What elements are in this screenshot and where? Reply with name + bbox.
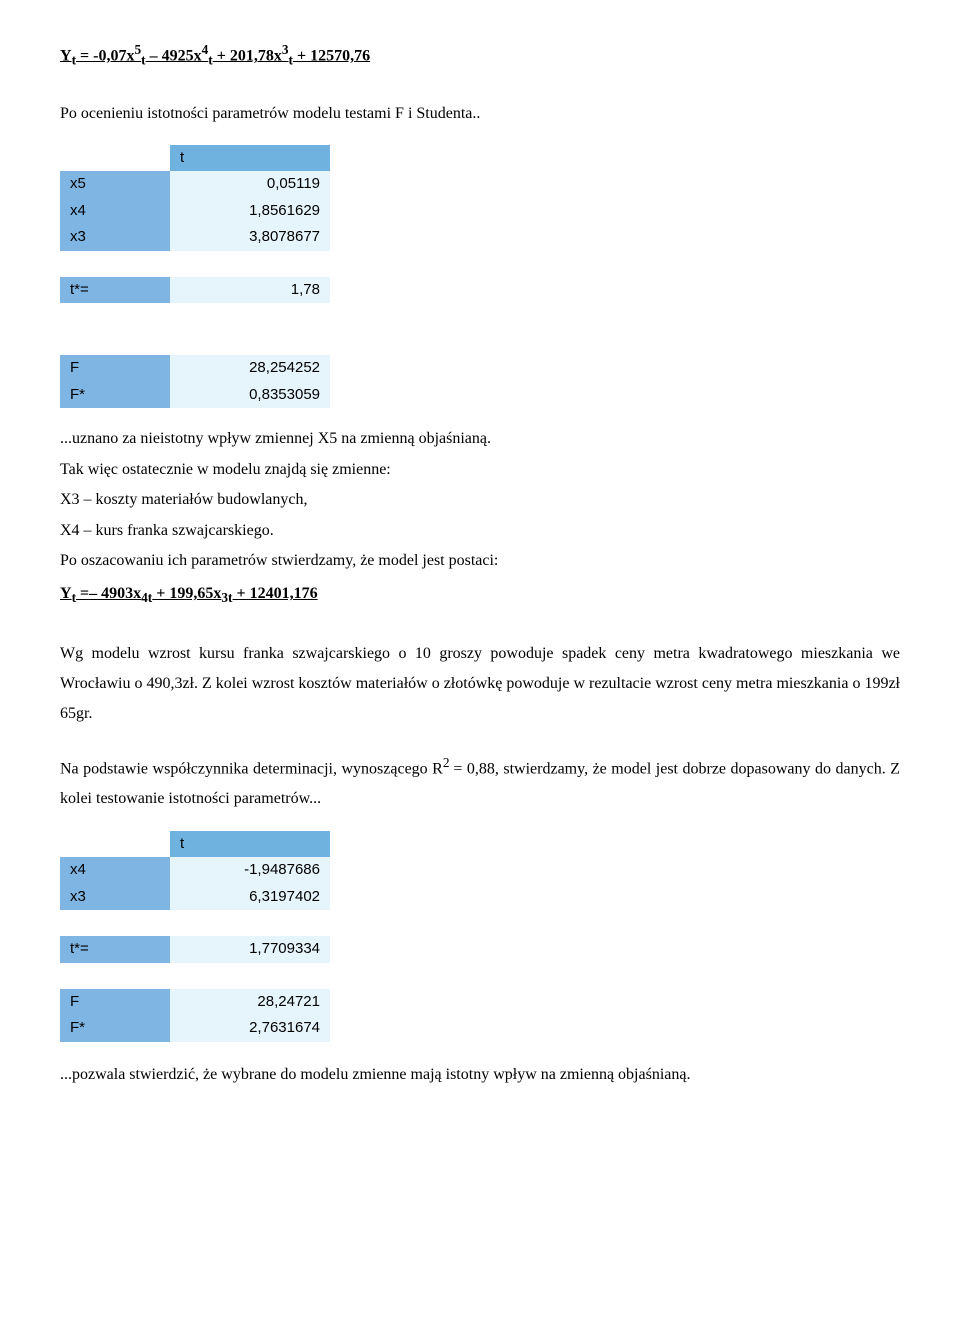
table2-row-value: -1,9487686 [170,857,330,884]
table2-Fs-label: F* [60,1015,170,1042]
para-na: Na podstawie współczynnika determinacji,… [60,750,900,815]
table2-tstar-label: t*= [60,936,170,963]
intro-paragraph: Po ocenieniu istotności parametrów model… [60,99,900,129]
table2-row-value: 6,3197402 [170,884,330,911]
table1-Fs-label: F* [60,382,170,409]
table1-row-label: x4 [60,198,170,225]
table2-F-label: F [60,989,170,1016]
table1-F-label: F [60,355,170,382]
table1-row-label: x5 [60,171,170,198]
table2-header: t [170,831,330,858]
table1-row-label: x3 [60,224,170,251]
table1-F-value: 28,254252 [170,355,330,382]
para-x3: X3 – koszty materiałów budowlanych, [60,485,900,515]
table2-Fs-value: 2,7631674 [170,1015,330,1042]
table1-header: t [170,145,330,172]
para-wg: Wg modelu wzrost kursu franka szwajcarsk… [60,639,900,730]
para-x4: X4 – kurs franka szwajcarskiego. [60,516,900,546]
table1-row-value: 3,8078677 [170,224,330,251]
table1-tstar-value: 1,78 [170,277,330,304]
formula-1: Yt = -0,07x5t – 4925x4t + 201,78x3t + 12… [60,40,900,71]
table1-tstar-label: t*= [60,277,170,304]
table2-row-label: x3 [60,884,170,911]
table1-row-value: 0,05119 [170,171,330,198]
para-tak: Tak więc ostatecznie w modelu znajdą się… [60,455,900,485]
table1-Fs-value: 0,8353059 [170,382,330,409]
table2-row-label: x4 [60,857,170,884]
table-1: t x5 0,05119 x4 1,8561629 x3 3,8078677 t… [60,145,330,409]
table2-tstar-value: 1,7709334 [170,936,330,963]
para-pozwala: ...pozwala stwierdzić, że wybrane do mod… [60,1060,900,1090]
para-posz: Po oszacowaniu ich parametrów stwierdzam… [60,546,900,576]
para-uznano: ...uznano za nieistotny wpływ zmiennej X… [60,424,900,454]
table-2: t x4 -1,9487686 x3 6,3197402 t*= 1,77093… [60,831,330,1042]
table1-row-value: 1,8561629 [170,198,330,225]
table2-F-value: 28,24721 [170,989,330,1016]
formula-2: Yt =– 4903x4t + 199,65x3t + 12401,176 [60,582,900,608]
